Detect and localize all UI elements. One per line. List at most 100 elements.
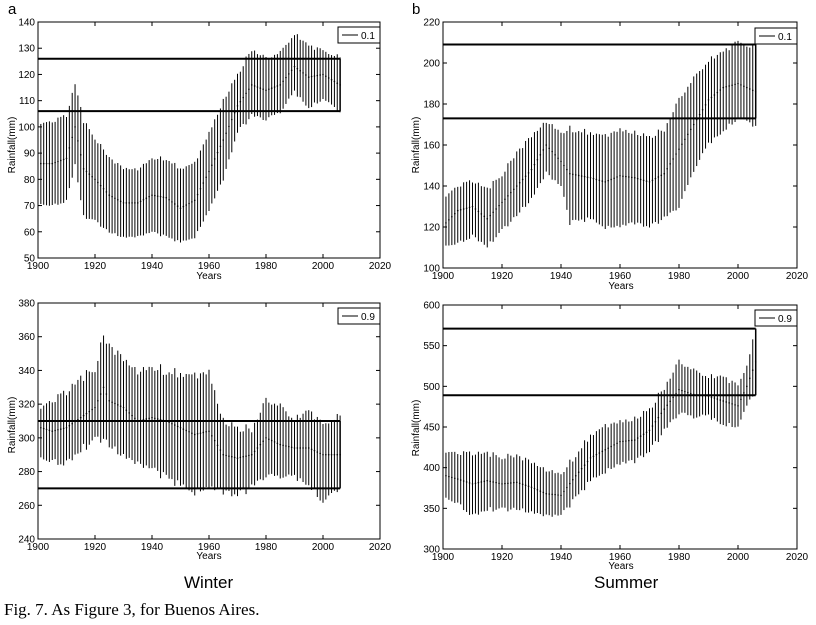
estimate-point — [598, 452, 601, 454]
estimate-point — [193, 199, 196, 202]
estimate-point — [279, 443, 282, 446]
estimate-point — [151, 416, 153, 419]
x-tick-label: 1920 — [491, 552, 514, 563]
estimate-point — [687, 133, 689, 136]
x-tick-label: 1900 — [432, 552, 455, 563]
estimate-point — [651, 179, 654, 182]
estimate-point — [225, 132, 227, 134]
estimate-point — [111, 401, 113, 403]
estimate-point — [468, 482, 471, 484]
y-tick-label: 110 — [19, 96, 35, 107]
estimate-point — [310, 75, 313, 78]
estimate-point — [296, 447, 299, 449]
estimate-point — [486, 479, 489, 482]
estimate-point — [282, 444, 284, 447]
estimate-point — [250, 84, 253, 86]
estimate-point — [57, 428, 59, 431]
estimate-point — [162, 196, 165, 198]
plot-area: 1900 1920 1940 1960 1980 2000 2020 300 350 400 450… — [423, 301, 808, 564]
panel-label-b: b — [412, 1, 420, 18]
y-tick-label: 130 — [18, 44, 35, 55]
estimate-point — [51, 430, 54, 432]
estimate-point — [82, 414, 85, 417]
estimate-point — [253, 450, 256, 453]
estimate-point — [122, 202, 125, 204]
estimate-point — [595, 178, 598, 181]
estimate-point — [219, 145, 222, 148]
estimate-point — [219, 449, 222, 451]
estimate-point — [690, 128, 692, 131]
estimate-point — [527, 485, 530, 488]
estimate-point — [675, 392, 677, 395]
svg-text:Rainfall(mm): Rainfall(mm) — [7, 397, 18, 454]
estimate-point — [631, 439, 633, 442]
estimate-point — [330, 453, 333, 456]
estimate-point — [239, 100, 242, 103]
estimate-point — [583, 464, 586, 466]
estimate-point — [728, 402, 730, 404]
x-axis-label: Years — [608, 561, 633, 572]
estimate-point — [188, 202, 190, 205]
estimate-point — [222, 453, 225, 456]
estimate-point — [196, 433, 199, 435]
estimate-point — [495, 208, 497, 210]
legend-label: 0.1 — [778, 32, 792, 43]
legend: 0.1 — [337, 26, 381, 44]
estimate-point — [222, 139, 225, 141]
estimate-point — [743, 392, 745, 394]
y-tick-label: 180 — [423, 100, 440, 111]
estimate-point — [211, 164, 213, 166]
estimate-point — [566, 168, 568, 171]
estimate-point — [445, 222, 447, 224]
panel-label-a: a — [8, 1, 17, 18]
column-label-summer: Summer — [594, 573, 659, 592]
estimate-point — [108, 194, 111, 196]
estimate-point — [707, 99, 710, 101]
estimate-point — [105, 191, 108, 193]
estimate-point — [583, 175, 586, 178]
estimate-point — [569, 172, 571, 175]
estimate-point — [174, 203, 176, 205]
estimate-point — [57, 160, 59, 163]
x-axis-label: Years — [196, 551, 221, 562]
estimate-point — [225, 454, 227, 457]
x-tick-label: 1960 — [198, 261, 221, 272]
estimate-point — [105, 393, 108, 395]
estimate-point — [536, 488, 539, 491]
estimate-point — [654, 420, 657, 423]
x-tick-label: 1960 — [609, 552, 632, 563]
x-tick-label: 1980 — [668, 271, 691, 282]
estimate-point — [268, 88, 270, 90]
estimate-point — [288, 73, 290, 75]
estimate-point — [471, 483, 474, 485]
estimate-point — [604, 448, 607, 451]
estimate-point — [645, 431, 648, 434]
estimate-point — [228, 125, 230, 128]
estimate-point — [262, 88, 264, 90]
estimate-point — [91, 408, 93, 411]
estimate-point — [319, 452, 321, 455]
legend: 0.1 — [754, 27, 798, 45]
estimate-point — [68, 147, 71, 149]
estimate-point — [554, 154, 556, 156]
estimate-point — [117, 198, 119, 201]
estimate-point — [648, 181, 651, 183]
plot-area: 1900 1920 1940 1960 1980 2000 2020 50 60 70 80 90 10… — [18, 18, 391, 273]
estimate-point — [327, 77, 330, 79]
legend-label: 0.1 — [361, 31, 375, 42]
y-tick-label: 60 — [24, 227, 36, 238]
estimate-point — [48, 429, 51, 432]
estimate-point — [518, 181, 521, 184]
estimate-point — [233, 111, 236, 114]
svg-text:Rainfall(mm): Rainfall(mm) — [411, 400, 422, 457]
estimate-point — [613, 444, 615, 446]
estimate-point — [622, 175, 624, 177]
estimate-point — [125, 202, 128, 204]
estimate-point — [459, 479, 462, 481]
estimate-point — [613, 177, 615, 180]
estimate-point — [642, 433, 645, 435]
x-tick-label: 2000 — [312, 261, 335, 272]
estimate-point — [610, 178, 612, 181]
estimate-point — [185, 204, 187, 206]
estimate-point — [40, 162, 42, 165]
